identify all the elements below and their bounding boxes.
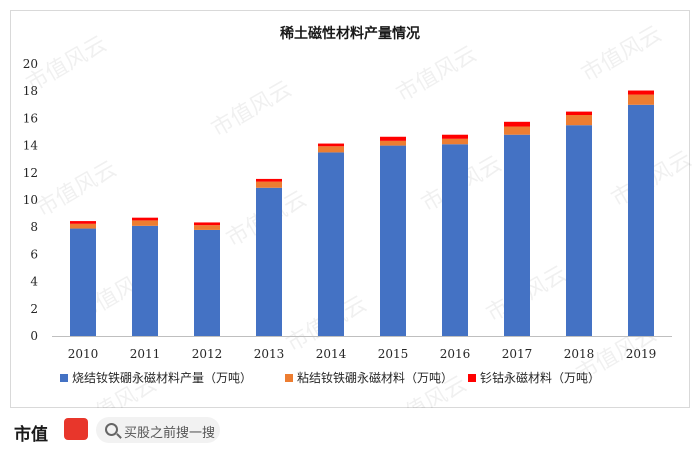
legend-label: 烧结钕铁硼永磁材料产量（万吨） (72, 370, 252, 385)
bar-segment (194, 229, 220, 336)
chart-title: 稀土磁性材料产量情况 (280, 25, 420, 42)
y-tick-label: 6 (30, 247, 38, 261)
bar-segment (70, 228, 96, 336)
bar-segment (566, 125, 592, 336)
bar-segment (70, 223, 96, 229)
bar-segment (504, 121, 530, 127)
bar-segment (628, 104, 654, 336)
bar-segment (194, 222, 220, 226)
bar-segment (566, 111, 592, 115)
legend-swatch (285, 374, 293, 382)
bar-segment (256, 181, 282, 188)
bar-segment (132, 220, 158, 226)
bar-segment (442, 138, 468, 145)
legend-swatch (468, 374, 476, 382)
bar-segment (628, 90, 654, 95)
watermark-text: 市值风云 (32, 157, 121, 223)
x-tick-label: 2010 (68, 347, 99, 361)
bar-segment (504, 126, 530, 135)
y-tick-label: 12 (23, 166, 38, 180)
y-tick-label: 18 (23, 84, 38, 98)
x-tick-label: 2015 (378, 347, 409, 361)
bar-segment (380, 145, 406, 336)
bars (70, 90, 654, 336)
bar-segment (628, 94, 654, 105)
y-tick-label: 2 (30, 302, 38, 316)
bar-segment (70, 221, 96, 224)
bar-segment (318, 152, 344, 336)
watermark-layer: 市值风云市值风云市值风云市值风云市值风云市值风云市值风云市值风云市值风云市值风云… (22, 22, 696, 408)
brand-logo-text: 市值 (14, 425, 48, 445)
y-tick-label: 14 (23, 139, 39, 153)
search-box[interactable]: 买股之前搜一搜 (96, 417, 220, 443)
legend: 烧结钕铁硼永磁材料产量（万吨） 粘结钕铁硼永磁材料（万吨） 钐钴永磁材料（万吨） (60, 370, 600, 385)
x-tick-label: 2012 (192, 347, 223, 361)
x-axis: 2010 2011 2012 2013 2014 2015 2016 2017 2018 2019 (52, 336, 672, 361)
x-tick-label: 2011 (130, 347, 161, 361)
x-tick-label: 2019 (626, 347, 657, 361)
y-tick-label: 16 (23, 111, 38, 125)
bar-segment (256, 178, 282, 182)
y-tick-label: 0 (30, 329, 38, 343)
y-axis: 0 2 4 6 8 10 12 14 16 18 20 (23, 57, 39, 343)
bar-segment (442, 144, 468, 336)
x-tick-label: 2014 (316, 347, 347, 361)
legend-label: 粘结钕铁硼永磁材料（万吨） (297, 370, 453, 385)
watermark-text: 市值风云 (207, 77, 296, 143)
bar-segment (132, 225, 158, 336)
bar-segment (318, 143, 344, 147)
watermark-text: 市值风云 (392, 42, 481, 108)
y-tick-label: 10 (23, 193, 38, 207)
search-icon (105, 423, 118, 436)
bar-segment (132, 217, 158, 221)
bar-segment (380, 140, 406, 146)
bar-segment (504, 134, 530, 336)
y-tick-label: 8 (30, 220, 38, 234)
bar-segment (318, 146, 344, 153)
x-tick-label: 2018 (564, 347, 595, 361)
bar-segment (256, 187, 282, 336)
footer: 市值 买股之前搜一搜 (0, 408, 700, 451)
legend-swatch (60, 374, 68, 382)
bar-segment (380, 136, 406, 141)
x-tick-label: 2016 (440, 347, 471, 361)
y-tick-label: 20 (23, 57, 38, 71)
x-tick-label: 2017 (502, 347, 533, 361)
x-tick-label: 2013 (254, 347, 285, 361)
legend-label: 钐钴永磁材料（万吨） (480, 370, 600, 385)
bar-segment (442, 134, 468, 139)
y-tick-label: 4 (30, 275, 38, 289)
watermark-text: 市值风云 (577, 22, 666, 88)
brand-logo-icon (64, 418, 88, 440)
search-placeholder: 买股之前搜一搜 (124, 426, 216, 441)
bar-segment (566, 115, 592, 126)
stacked-bar-chart: 市值风云市值风云市值风云市值风云市值风云市值风云市值风云市值风云市值风云市值风云… (22, 22, 696, 408)
bar-segment (194, 225, 220, 230)
